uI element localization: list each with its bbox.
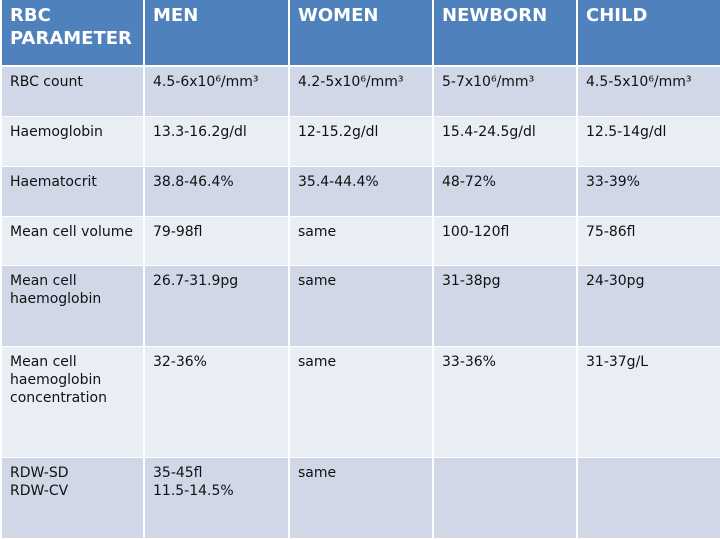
- header-row: RBC PARAMETER MEN WOMEN NEWBORN CHILD: [0, 0, 720, 67]
- table-cell: 38.8-46.4%: [143, 166, 290, 217]
- table-cell: 26.7-31.9pg: [143, 265, 290, 347]
- row-label: Haematocrit: [0, 166, 145, 217]
- table-cell: 35-45fl 11.5-14.5%: [143, 457, 290, 539]
- table-cell: 13.3-16.2g/dl: [143, 116, 290, 167]
- table-cell: same: [288, 457, 434, 539]
- table-cell: 32-36%: [143, 346, 290, 459]
- row-label: Mean cell volume: [0, 216, 145, 267]
- table-cell: 4.5-5x10⁶/mm³: [576, 66, 720, 118]
- table-row: RBC count 4.5-6x10⁶/mm³ 4.2-5x10⁶/mm³ 5-7x1…: [0, 66, 720, 118]
- table-row: Mean cell volume 79-98fl same 100-120fl 75-8…: [0, 216, 720, 267]
- table-cell: same: [288, 265, 434, 347]
- table-row: RDW-SD RDW-CV 35-45fl 11.5-14.5% same: [0, 457, 720, 539]
- header-cell: RBC PARAMETER: [0, 0, 145, 67]
- header-cell: NEWBORN: [432, 0, 578, 67]
- empty-cell: [432, 457, 578, 539]
- table-body: RBC count 4.5-6x10⁶/mm³ 4.2-5x10⁶/mm³ 5-7x1…: [0, 66, 720, 539]
- table-cell: 33-36%: [432, 346, 578, 459]
- table-cell: 48-72%: [432, 166, 578, 217]
- table-cell: 4.5-6x10⁶/mm³: [143, 66, 290, 118]
- table-cell: same: [288, 216, 434, 267]
- table-cell: 31-37g/L: [576, 346, 720, 459]
- table-cell: 79-98fl: [143, 216, 290, 267]
- table-row: Haemoglobin 13.3-16.2g/dl 12-15.2g/dl 15.4-…: [0, 116, 720, 167]
- table-row: Mean cell haemoglobin 26.7-31.9pg same 31-3…: [0, 265, 720, 347]
- header-cell: MEN: [143, 0, 290, 67]
- header-cell: WOMEN: [288, 0, 434, 67]
- table-cell: 31-38pg: [432, 265, 578, 347]
- table-cell: 12.5-14g/dl: [576, 116, 720, 167]
- table-cell: 15.4-24.5g/dl: [432, 116, 578, 167]
- header-cell: CHILD: [576, 0, 720, 67]
- row-label: RBC count: [0, 66, 145, 118]
- row-label: Mean cell haemoglobin concentration: [0, 346, 145, 459]
- table-cell: 12-15.2g/dl: [288, 116, 434, 167]
- table-cell: 100-120fl: [432, 216, 578, 267]
- table-cell: 33-39%: [576, 166, 720, 217]
- table-cell: 35.4-44.4%: [288, 166, 434, 217]
- table-cell: 4.2-5x10⁶/mm³: [288, 66, 434, 118]
- empty-cell: [576, 457, 720, 539]
- table-cell: 5-7x10⁶/mm³: [432, 66, 578, 118]
- row-label: RDW-SD RDW-CV: [0, 457, 145, 539]
- row-label: Haemoglobin: [0, 116, 145, 167]
- table-cell: 75-86fl: [576, 216, 720, 267]
- table-row: Haematocrit 38.8-46.4% 35.4-44.4% 48-72% 33-…: [0, 166, 720, 217]
- table-cell: same: [288, 346, 434, 459]
- table-cell: 24-30pg: [576, 265, 720, 347]
- row-label: Mean cell haemoglobin: [0, 265, 145, 347]
- table-row: Mean cell haemoglobin concentration 32-36…: [0, 346, 720, 459]
